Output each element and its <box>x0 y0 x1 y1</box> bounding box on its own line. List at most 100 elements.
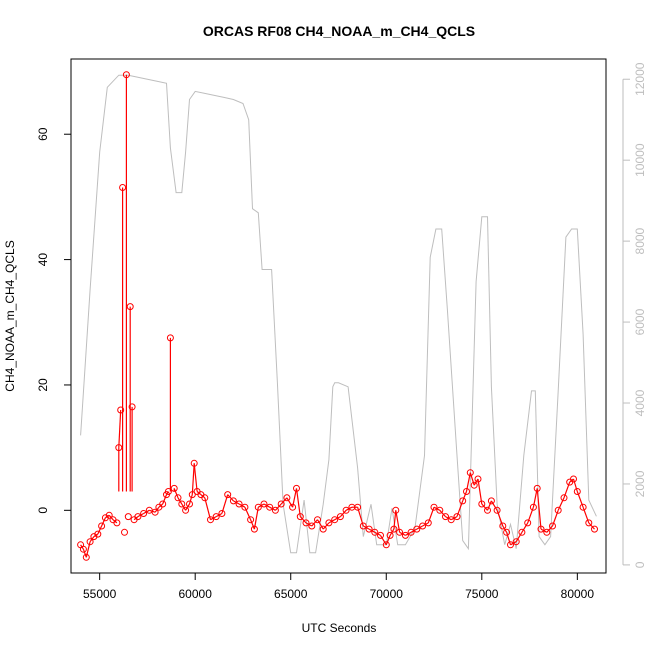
data-point <box>166 334 174 342</box>
y2-tick-label: 10000 <box>633 143 647 177</box>
x-axis: 55000 60000 65000 70000 75000 80000 <box>83 572 595 601</box>
data-point <box>470 481 478 489</box>
plot-frame <box>70 58 607 574</box>
data-point <box>86 538 94 546</box>
data-point <box>151 508 159 516</box>
data-point <box>94 530 102 538</box>
data-point <box>212 513 220 521</box>
data-point <box>570 475 577 483</box>
data-point <box>325 519 333 527</box>
data-point <box>331 516 339 524</box>
data-link <box>93 533 99 538</box>
data-point <box>302 519 310 527</box>
data-point <box>591 525 598 533</box>
x-tick-label: 75000 <box>465 587 499 601</box>
data-point <box>122 71 130 79</box>
data-link <box>188 494 193 505</box>
data-point <box>386 531 394 539</box>
data-link <box>439 509 446 518</box>
data-link <box>181 503 187 511</box>
data-link <box>515 531 523 543</box>
data-point <box>336 513 344 521</box>
data-point <box>549 522 556 530</box>
data-point <box>124 513 132 521</box>
data-link <box>82 548 87 558</box>
data-point <box>235 500 243 508</box>
data-point <box>105 511 113 519</box>
x-axis-label: UTC Seconds <box>302 621 377 635</box>
data-point <box>499 522 507 530</box>
data-link <box>193 463 198 492</box>
data-point <box>254 503 262 511</box>
data-point <box>493 506 501 514</box>
data-point <box>308 522 316 530</box>
x-tick-label: 55000 <box>83 587 117 601</box>
data-point <box>392 506 400 514</box>
data-point <box>79 545 87 553</box>
data-link <box>280 497 288 505</box>
secondary-line <box>80 74 597 554</box>
data-point <box>537 525 545 533</box>
data-link <box>481 503 488 511</box>
data-point <box>371 528 379 536</box>
y2-tick-label: 2000 <box>633 470 647 497</box>
data-link <box>477 478 483 505</box>
data-point <box>365 525 373 533</box>
data-point <box>487 497 495 505</box>
data-point <box>134 513 142 521</box>
y2-axis: 0 2000 4000 6000 8000 10000 12000 <box>622 62 647 568</box>
data-point <box>430 503 438 511</box>
data-points <box>77 71 598 561</box>
data-point <box>319 525 327 533</box>
data-link <box>191 463 195 495</box>
data-point <box>128 403 136 411</box>
data-link <box>80 544 84 550</box>
data-point <box>463 488 470 495</box>
data-link <box>274 503 282 511</box>
x-tick-label: 80000 <box>561 587 595 601</box>
data-point <box>554 506 562 514</box>
data-link <box>502 525 508 533</box>
data-point <box>507 541 514 549</box>
data-point <box>579 503 587 511</box>
data-point <box>271 506 279 514</box>
data-link <box>244 506 252 520</box>
data-point <box>277 500 285 508</box>
data-point <box>466 469 474 477</box>
x-tick-label: 60000 <box>179 587 213 601</box>
data-link <box>588 522 595 530</box>
data-point <box>407 528 415 536</box>
secondary-series <box>80 74 597 554</box>
data-point <box>159 500 167 508</box>
data-link <box>196 491 202 496</box>
data-point <box>413 525 421 533</box>
y2-tick-label: 4000 <box>633 389 647 416</box>
data-point <box>585 519 593 527</box>
data-link <box>473 478 479 486</box>
data-point <box>453 513 461 521</box>
data-point <box>529 503 537 511</box>
data-point <box>436 506 444 514</box>
data-point <box>359 522 367 530</box>
data-point <box>503 528 511 536</box>
data-link <box>185 503 191 511</box>
data-point <box>289 503 297 511</box>
data-point <box>354 503 362 511</box>
data-point <box>342 506 350 514</box>
data-point <box>260 500 268 508</box>
data-link <box>118 409 122 448</box>
data-link <box>177 497 183 505</box>
data-point <box>207 516 214 524</box>
data-point <box>218 510 226 517</box>
data-link <box>133 516 139 521</box>
data-point <box>190 459 198 467</box>
data-point <box>247 516 255 524</box>
data-point <box>560 494 568 502</box>
data-link <box>546 525 553 533</box>
data-link <box>286 497 294 508</box>
data-link <box>97 525 103 535</box>
data-link <box>339 509 347 518</box>
data-link <box>572 478 578 492</box>
data-point <box>296 513 304 521</box>
